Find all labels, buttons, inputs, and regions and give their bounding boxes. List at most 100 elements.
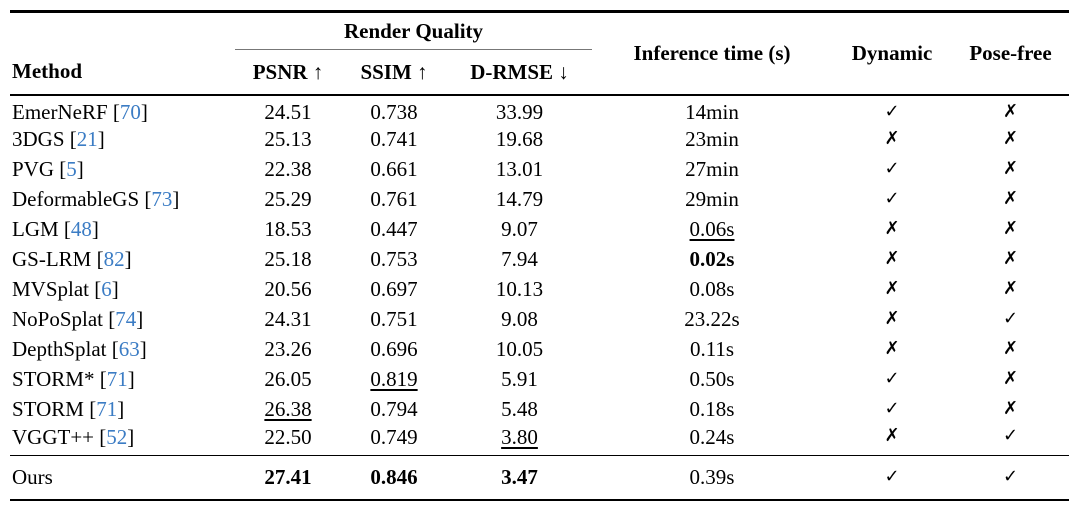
pose-free-cross-icon: ✗ <box>1002 188 1019 210</box>
psnr-value: 18.53 <box>264 217 312 242</box>
table-row: LGM [48] 18.53 0.447 9.07 0.06s ✗ ✗ <box>10 215 1069 245</box>
method-cell: PVG [5] <box>10 155 235 185</box>
citation-bracket: [ <box>54 157 67 182</box>
dynamic-cross-icon: ✗ <box>884 338 900 360</box>
citation-bracket: [ <box>103 307 116 332</box>
psnr-value: 24.51 <box>264 99 312 124</box>
ssim-value: 0.738 <box>370 99 418 124</box>
drmse-value: 14.79 <box>495 187 544 212</box>
citation-bracket: [ <box>139 187 152 212</box>
drmse-value: 3.80 <box>501 424 538 449</box>
citation-bracket: ] <box>97 127 105 152</box>
table-row: MVSplat [6] 20.56 0.697 10.13 0.08s ✗ ✗ <box>10 275 1069 305</box>
method-cell: STORM [71] <box>10 395 235 425</box>
citation-link[interactable]: 21 <box>76 127 98 152</box>
method-name: Ours <box>12 465 53 490</box>
table-row: DepthSplat [63] 23.26 0.696 10.05 0.11s ✗ ✗ <box>10 335 1069 365</box>
drmse-value: 10.13 <box>495 277 544 302</box>
ssim-value: 0.661 <box>370 157 418 182</box>
ssim-value: 0.819 <box>370 367 418 392</box>
pose-free-check-icon: ✓ <box>1002 308 1019 330</box>
psnr-value: 26.05 <box>264 367 312 392</box>
col-header-psnr: PSNR ↑ <box>235 49 341 96</box>
ssim-value: 0.697 <box>370 277 418 302</box>
citation-link[interactable]: 74 <box>115 307 137 332</box>
citation-bracket: ] <box>172 187 180 212</box>
citation-link[interactable]: 5 <box>66 157 77 182</box>
pose-free-cross-icon: ✗ <box>1002 248 1019 270</box>
method-name: NoPoSplat <box>12 307 104 332</box>
citation-link[interactable]: 73 <box>151 187 173 212</box>
pose-free-cross-icon: ✗ <box>1002 218 1019 240</box>
sub-header-row: PSNR ↑ SSIM ↑ D-RMSE ↓ <box>10 49 1069 96</box>
citation-bracket: [ <box>64 127 77 152</box>
table-row: PVG [5] 22.38 0.661 13.01 27min ✓ ✗ <box>10 155 1069 185</box>
citation-link[interactable]: 70 <box>119 99 141 124</box>
inference-time-value: 0.06s <box>689 217 735 242</box>
citation-bracket: ] <box>127 367 135 392</box>
psnr-value: 25.13 <box>264 127 312 152</box>
drmse-value: 7.94 <box>501 247 538 272</box>
table-row: DeformableGS [73] 25.29 0.761 14.79 29min ✓ ✗ <box>10 185 1069 215</box>
citation-link[interactable]: 6 <box>101 277 112 302</box>
citation-bracket: ] <box>124 247 132 272</box>
citation-link[interactable]: 48 <box>70 217 92 242</box>
psnr-value: 23.26 <box>264 337 312 362</box>
table-row: 3DGS [21] 25.13 0.741 19.68 23min ✗ ✗ <box>10 125 1069 155</box>
ssim-value: 0.794 <box>370 397 418 422</box>
method-name: DeformableGS <box>12 187 140 212</box>
method-cell: DeformableGS [73] <box>10 185 235 215</box>
drmse-value: 10.05 <box>495 337 544 362</box>
citation-link[interactable]: 82 <box>103 247 125 272</box>
citation-link[interactable]: 71 <box>106 367 128 392</box>
psnr-value: 22.38 <box>264 157 312 182</box>
citation-bracket: [ <box>91 247 104 272</box>
method-name: STORM <box>12 397 84 422</box>
citation-bracket: ] <box>127 424 135 449</box>
citation-link[interactable]: 52 <box>106 424 128 449</box>
method-name: EmerNeRF <box>12 99 108 124</box>
method-name: MVSplat <box>12 277 90 302</box>
citation-bracket: ] <box>117 397 125 422</box>
dynamic-check-icon: ✓ <box>884 158 900 180</box>
citation-link[interactable]: 63 <box>118 337 140 362</box>
ssim-value: 0.749 <box>370 424 418 449</box>
ssim-value: 0.753 <box>370 247 418 272</box>
inference-time-value: 0.39s <box>592 454 833 501</box>
method-name: 3DGS <box>12 127 65 152</box>
pose-free-cross-icon: ✗ <box>1002 128 1019 150</box>
citation-link[interactable]: 71 <box>96 397 118 422</box>
citation-bracket: [ <box>106 337 119 362</box>
inference-time-value: 14min <box>685 99 739 124</box>
pose-free-cross-icon: ✗ <box>1002 158 1019 180</box>
psnr-value: 27.41 <box>235 454 341 501</box>
psnr-value: 20.56 <box>264 277 312 302</box>
pose-free-check-icon: ✓ <box>952 454 1070 501</box>
method-name: GS-LRM <box>12 247 92 272</box>
pose-free-cross-icon: ✗ <box>1002 100 1019 122</box>
dynamic-cross-icon: ✗ <box>884 278 900 300</box>
inference-time-value: 29min <box>685 187 739 212</box>
method-name: LGM <box>12 217 59 242</box>
ssim-value: 0.447 <box>370 217 418 242</box>
ssim-value: 0.696 <box>370 337 418 362</box>
method-name: DepthSplat <box>12 337 107 362</box>
citation-bracket: [ <box>94 424 107 449</box>
table-row: EmerNeRF [70] 24.51 0.738 33.99 14min ✓ ✗ <box>10 95 1069 125</box>
method-cell: STORM* [71] <box>10 365 235 395</box>
method-cell: DepthSplat [63] <box>10 335 235 365</box>
citation-bracket: [ <box>94 367 107 392</box>
inference-time-value: 27min <box>685 157 739 182</box>
citation-bracket: [ <box>89 277 102 302</box>
dynamic-cross-icon: ✗ <box>884 308 900 330</box>
dynamic-check-icon: ✓ <box>884 100 900 122</box>
citation-bracket: ] <box>139 337 147 362</box>
method-cell: LGM [48] <box>10 215 235 245</box>
group-header-render-quality: Render Quality <box>235 11 593 50</box>
inference-time-value: 0.11s <box>689 337 735 362</box>
pose-free-check-icon: ✓ <box>1002 425 1019 447</box>
inference-time-value: 23.22s <box>684 307 740 332</box>
ours-row: Ours 27.41 0.846 3.47 0.39s ✓ ✓ <box>10 454 1070 501</box>
group-header-row: Method Render Quality Inference time (s)… <box>10 11 1070 96</box>
